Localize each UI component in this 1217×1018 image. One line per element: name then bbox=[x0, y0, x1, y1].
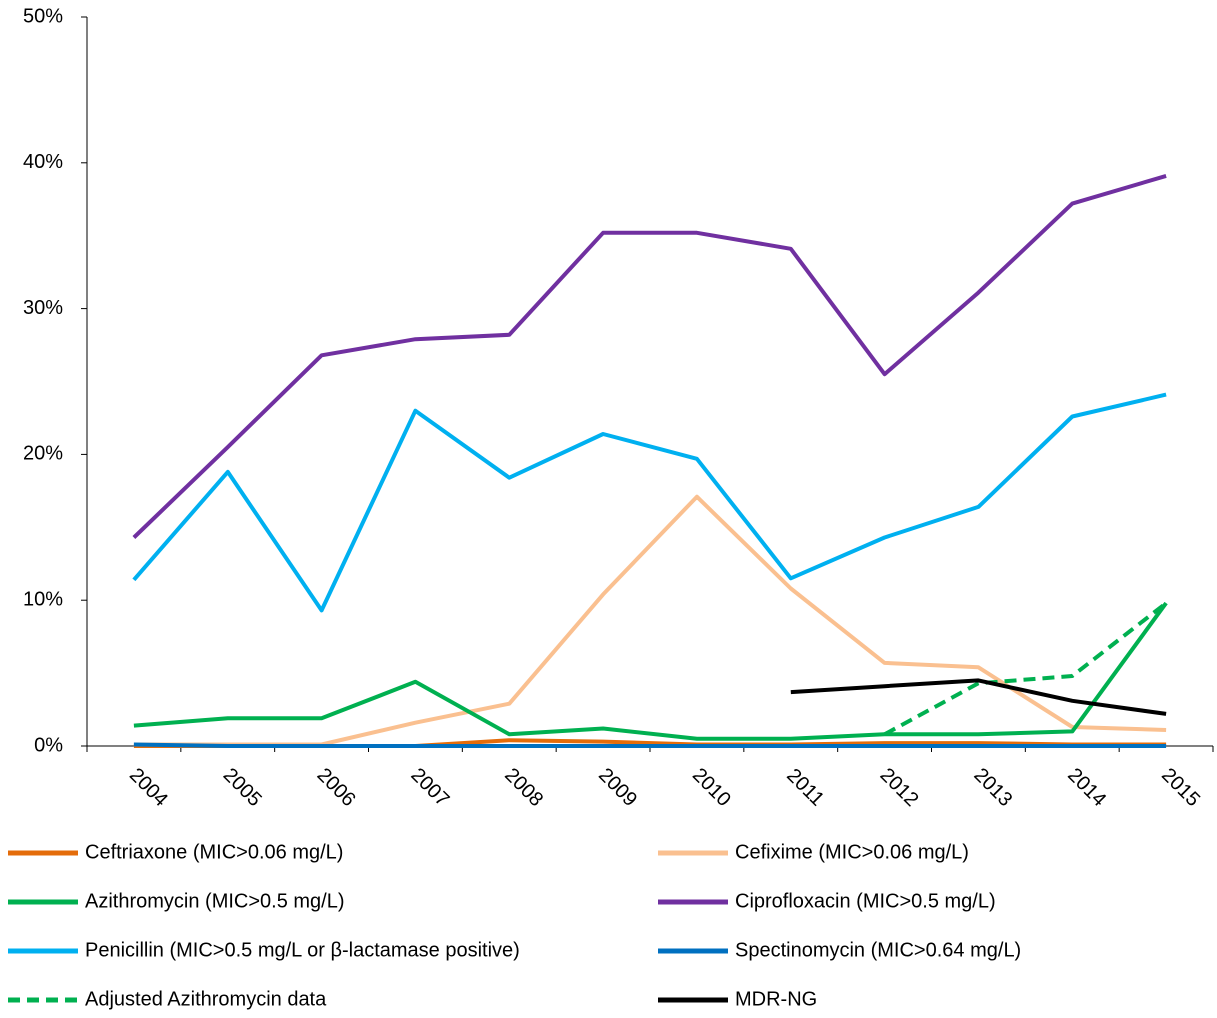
legend-label: Cefixime (MIC>0.06 mg/L) bbox=[735, 841, 969, 863]
legend-label: Ciprofloxacin (MIC>0.5 mg/L) bbox=[735, 890, 996, 912]
series-line bbox=[133, 742, 1167, 748]
series-line bbox=[132, 392, 1167, 613]
x-tick-label: 2015 bbox=[1157, 764, 1204, 811]
legend-label: Azithromycin (MIC>0.5 mg/L) bbox=[85, 890, 345, 912]
x-tick-label: 2011 bbox=[782, 765, 828, 811]
legend-label: Adjusted Azithromycin data bbox=[85, 988, 327, 1010]
x-tick-label: 2006 bbox=[313, 764, 360, 811]
y-tick-label: 20% bbox=[23, 443, 63, 465]
x-tick-label: 2009 bbox=[594, 764, 641, 811]
x-tick-label: 2007 bbox=[406, 764, 453, 811]
y-tick-label: 40% bbox=[23, 151, 63, 173]
x-tick-label: 2005 bbox=[219, 764, 266, 811]
series-line bbox=[790, 678, 1167, 716]
x-tick-label: 2014 bbox=[1063, 764, 1110, 811]
y-tick-label: 30% bbox=[23, 297, 63, 319]
legend-label: Penicillin (MIC>0.5 mg/L or β-lactamase … bbox=[85, 939, 520, 961]
y-tick-label: 0% bbox=[34, 734, 63, 756]
legend-label: Ceftriaxone (MIC>0.06 mg/L) bbox=[85, 841, 343, 863]
y-tick-label: 10% bbox=[23, 588, 63, 610]
series-line bbox=[133, 494, 1167, 747]
x-tick-label: 2008 bbox=[500, 764, 547, 811]
x-tick-label: 2013 bbox=[969, 764, 1016, 811]
x-tick-label: 2010 bbox=[688, 764, 735, 811]
legend-label: MDR-NG bbox=[735, 988, 817, 1010]
x-tick-label: 2004 bbox=[125, 764, 172, 811]
legend-label: Spectinomycin (MIC>0.64 mg/L) bbox=[735, 939, 1021, 961]
y-tick-label: 50% bbox=[23, 5, 63, 27]
x-tick-label: 2012 bbox=[876, 764, 923, 811]
series-line bbox=[883, 601, 1168, 737]
series-line bbox=[132, 173, 1167, 539]
series-line bbox=[133, 601, 1168, 741]
